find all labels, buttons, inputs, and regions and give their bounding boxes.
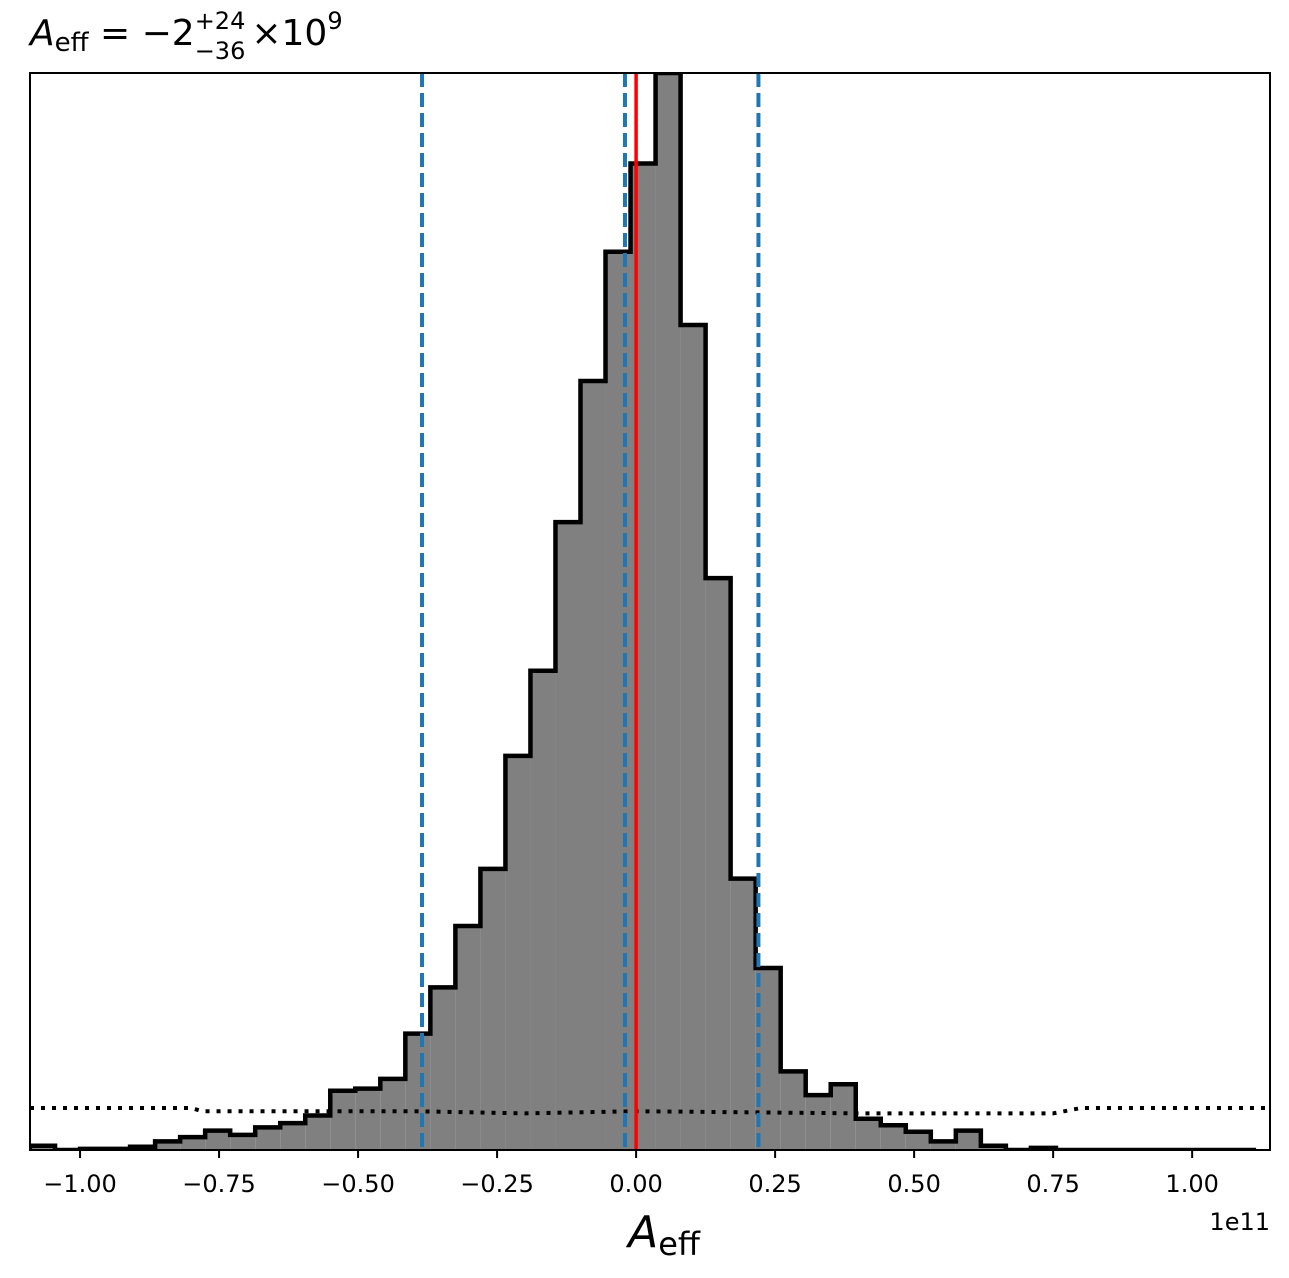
title-equals: = −2 [89,13,195,54]
histogram-bar [930,1141,956,1150]
histogram-bar [180,1137,206,1150]
histogram-bar [655,73,681,1150]
x-tick-label: −0.25 [460,1170,534,1198]
histogram-bar [480,868,506,1150]
x-axis-ticks: −1.00 −0.75 −0.50 −0.25 0.00 0.25 0.50 0.75 1.00 [43,1150,1219,1198]
histogram-bar [455,925,481,1150]
chart-title: Aeff = −2+24 −36 ×109 [28,7,343,65]
x-tick-label: 0.50 [887,1170,940,1198]
histogram-bar [880,1125,906,1150]
x-label-symbol: A [625,1207,658,1258]
histogram-bar [280,1123,306,1150]
title-times: ×10 [251,13,327,54]
histogram-bar [355,1088,381,1150]
histogram-bar [580,381,606,1150]
title-exponent: 9 [327,7,342,35]
histogram-bar [530,670,556,1150]
prior-curve [30,1105,1270,1116]
histogram-bar [380,1078,406,1150]
vertical-lines [420,73,761,1150]
axes-frame [29,72,1271,1151]
histogram-bar [705,578,731,1150]
histogram-bar [330,1090,356,1150]
histogram-bar [630,163,656,1150]
histogram-bar [955,1130,981,1150]
histogram-bar [855,1118,881,1150]
prior-line [30,1105,1270,1116]
x-axis-label: Aeff [625,1207,701,1263]
histogram-bar [730,878,756,1150]
histogram-bar [780,1071,806,1150]
plot-area [29,72,1271,1151]
x-tick-label: 0.00 [609,1170,662,1198]
x-tick-label: −1.00 [43,1170,117,1198]
x-tick-label: −0.75 [182,1170,256,1198]
histogram-bar [905,1131,931,1150]
x-offset-text: 1e11 [1209,1208,1270,1236]
histogram [30,73,1257,1150]
x-tick-label: −0.50 [321,1170,395,1198]
x-tick-label: 0.25 [748,1170,801,1198]
histogram-bar [405,1033,431,1150]
histogram-bar [230,1134,256,1150]
histogram-bar [305,1115,331,1150]
histogram-outline [30,73,1257,1150]
histogram-bar [505,755,531,1150]
histogram-bar [205,1130,231,1150]
histogram-bar [430,987,456,1150]
title-symbol-subscript: eff [55,28,90,58]
histogram-bar [155,1141,181,1150]
x-tick-label: 0.75 [1026,1170,1079,1198]
x-label-subscript: eff [658,1225,701,1263]
histogram-bar [805,1095,831,1150]
x-tick-label: 1.00 [1165,1170,1218,1198]
title-subscript: −36 [195,37,246,65]
histogram-bar [555,522,581,1150]
histogram-bar [680,325,706,1150]
histogram-bar [830,1084,856,1150]
histogram-bar [255,1127,281,1150]
title-symbol: A [28,13,55,54]
title-superscript: +24 [195,7,246,35]
